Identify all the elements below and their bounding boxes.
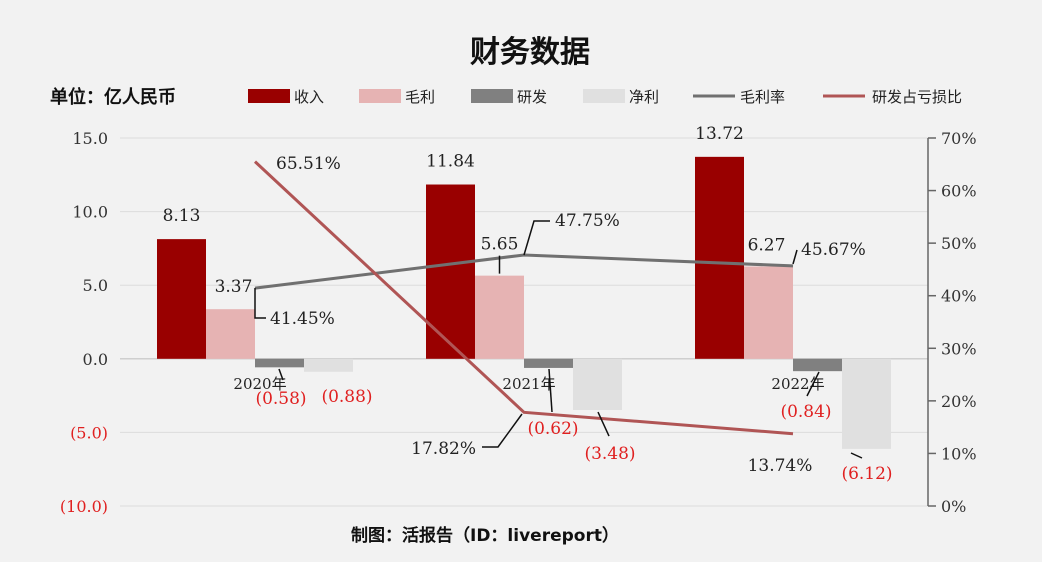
leader-line — [278, 368, 284, 381]
x-category-label: 2021年 — [502, 375, 555, 393]
y-right-tick-label: 70% — [941, 129, 977, 148]
bar-1 — [695, 156, 744, 359]
legend-label: 毛利 — [405, 88, 435, 106]
legend-swatch — [583, 89, 625, 103]
line-2 — [253, 160, 794, 436]
legend-label: 收入 — [294, 88, 324, 106]
y-left-tick-label: 15.0 — [72, 129, 108, 148]
legend-label: 毛利率 — [740, 88, 785, 106]
data-label: 3.37 — [215, 277, 253, 297]
bar-3 — [524, 358, 573, 368]
category-labels: 2020年 2021年 2022年 — [233, 375, 824, 393]
leader-line — [254, 288, 266, 319]
bar-1 — [157, 239, 206, 359]
bar-2 — [475, 275, 524, 359]
leader-line — [597, 411, 610, 437]
bar-4 — [573, 358, 622, 411]
legend-swatch — [471, 89, 513, 103]
data-label: (0.84) — [780, 402, 831, 422]
leader-line — [806, 371, 820, 397]
leader-line — [792, 249, 798, 265]
leader-line — [523, 220, 550, 256]
y-left-tick-label: (5.0) — [70, 423, 108, 442]
bar-2 — [206, 309, 255, 359]
data-label: 5.65 — [481, 235, 519, 255]
y-right-tick-label: 0% — [941, 497, 966, 516]
legend-label: 研发占亏损比 — [872, 88, 962, 106]
legend: 收入 毛利 研发 净利 毛利率 研发占亏损比 — [248, 88, 962, 106]
y-left-tick-label: 5.0 — [83, 276, 108, 295]
data-label: 65.51% — [276, 154, 341, 174]
legend-label: 净利 — [629, 88, 659, 106]
data-label: 41.45% — [270, 309, 335, 329]
leader-line — [850, 452, 863, 459]
legend-label: 研发 — [517, 88, 547, 106]
bars — [157, 156, 891, 449]
data-label: (6.12) — [841, 464, 892, 484]
data-label: 13.72 — [695, 124, 744, 144]
bar-3 — [793, 358, 842, 372]
y-right-tick-label: 10% — [941, 444, 977, 463]
chart-title: 财务数据 — [470, 35, 590, 70]
data-label: 8.13 — [163, 206, 201, 226]
data-label: (0.58) — [255, 389, 306, 409]
legend-swatch — [359, 89, 401, 103]
bar-4 — [842, 358, 891, 449]
data-label: 45.67% — [801, 240, 866, 260]
data-label: 6.27 — [748, 236, 786, 256]
data-label: (0.62) — [527, 419, 578, 439]
y-right-tick-label: 60% — [941, 182, 977, 201]
y-right-tick-label: 20% — [941, 392, 977, 411]
data-label: 17.82% — [411, 439, 476, 459]
bar-2 — [744, 266, 793, 359]
y-right-tick-label: 40% — [941, 287, 977, 306]
y-right-tick-label: 30% — [941, 339, 977, 358]
data-label: 11.84 — [426, 152, 475, 172]
bar-4 — [304, 358, 353, 372]
data-label: 13.74% — [748, 456, 813, 476]
bar-1 — [426, 184, 475, 359]
axes: 15.0 10.0 5.0 0.0 (5.0) (10.0) 70% 60% 50% 40% 30%… — [60, 129, 977, 516]
legend-swatch — [248, 89, 290, 103]
y-right-tick-label: 50% — [941, 234, 977, 253]
x-category-label: 2020年 — [233, 375, 286, 393]
unit-label: 单位：亿人民币 — [50, 86, 176, 108]
footer-credit: 制图：活报告（ID：livereport） — [351, 525, 619, 546]
y-left-tick-label: 10.0 — [72, 203, 108, 222]
data-label: (3.48) — [584, 444, 635, 464]
leader-line — [482, 413, 523, 448]
leader-line — [548, 368, 553, 413]
data-label: 47.75% — [555, 211, 620, 231]
data-labels: 8.13 11.84 13.72 3.37 5.65 6.27 (0.58) (0.62) (0… — [163, 124, 893, 484]
data-label: (0.88) — [321, 387, 372, 407]
y-left-tick-label: (10.0) — [60, 497, 108, 516]
bar-3 — [255, 358, 304, 368]
y-left-tick-label: 0.0 — [83, 350, 108, 369]
